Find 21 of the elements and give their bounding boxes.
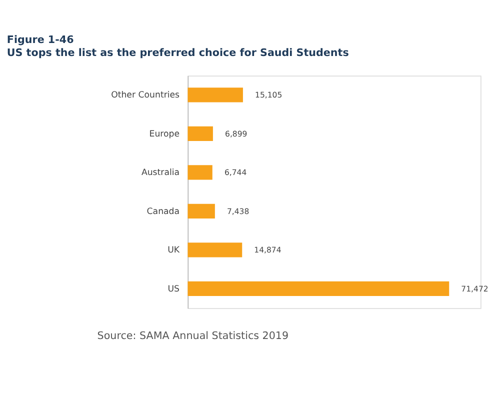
y-tick-label: US bbox=[168, 284, 180, 294]
bar bbox=[188, 204, 215, 219]
data-label: 71,472 bbox=[461, 284, 488, 294]
y-tick-label: Other Countries bbox=[111, 90, 180, 101]
data-label: 6,744 bbox=[224, 168, 247, 178]
data-label: 15,105 bbox=[255, 90, 282, 100]
y-tick-label: Canada bbox=[146, 206, 180, 217]
bar bbox=[188, 88, 243, 102]
data-label: 14,874 bbox=[254, 246, 282, 255]
bar bbox=[188, 165, 212, 180]
bar bbox=[188, 242, 242, 258]
data-label: 6,899 bbox=[225, 129, 248, 138]
source-note: Source: SAMA Annual Statistics 2019 bbox=[97, 330, 289, 342]
chart-subtitle: US tops the list as the preferred choice for Saudi Students bbox=[6, 46, 349, 59]
y-tick-label: UK bbox=[168, 246, 180, 256]
data-label: 7,438 bbox=[226, 206, 250, 216]
bar bbox=[188, 126, 213, 142]
text: Figure 1-46 bbox=[6, 34, 74, 46]
y-tick-label: Australia bbox=[141, 168, 180, 178]
y-tick-label: Europe bbox=[149, 129, 180, 140]
bar bbox=[188, 281, 450, 296]
